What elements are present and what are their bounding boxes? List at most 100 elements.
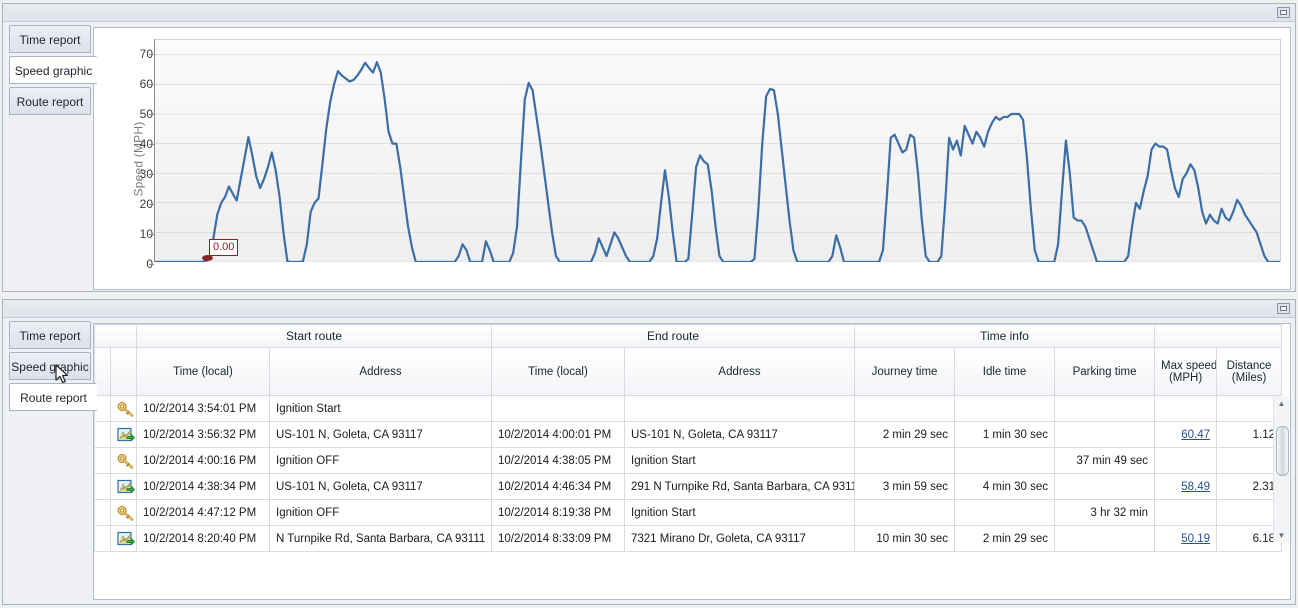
row-icon-cell[interactable] — [110, 473, 137, 500]
chart-value-tooltip: 0.00 — [209, 239, 239, 256]
cell-parking-time: 3 hr 32 min — [1054, 499, 1156, 526]
row-icon-cell[interactable] — [110, 447, 137, 474]
col-header-max-speed[interactable]: Max speed (MPH) — [1154, 347, 1218, 396]
chart-y-tick-20: 20 — [139, 197, 153, 211]
restore-icon[interactable] — [1277, 7, 1290, 18]
col-header-end-address[interactable]: Address — [623, 347, 856, 396]
col-header-start-time[interactable]: Time (local) — [136, 347, 270, 396]
col-header-end-time[interactable]: Time (local) — [491, 347, 625, 396]
cell-distance — [1216, 395, 1283, 422]
cell-journey-time — [854, 447, 956, 474]
cell-max-speed[interactable]: 58.49 — [1154, 473, 1218, 500]
chart-inner: Speed (MPH) 010203040506070 0.00 — [97, 31, 1287, 286]
chart-y-ticks: 010203040506070 — [115, 31, 153, 286]
chart-y-tickmark-50 — [149, 114, 154, 115]
cell-max-speed[interactable]: 50.19 — [1154, 525, 1218, 552]
col-header-parking-time[interactable]: Parking time — [1054, 347, 1156, 396]
tab-speed-graphic-bottom[interactable]: Speed graphic — [9, 352, 91, 380]
max-speed-link[interactable]: 58.49 — [1181, 480, 1211, 493]
row-icon-cell[interactable] — [110, 395, 137, 422]
cell-max-speed — [1154, 395, 1218, 422]
scrollbar-thumb[interactable] — [1276, 426, 1289, 476]
chart-y-tick-50: 50 — [139, 107, 153, 121]
chart-y-tick-70: 70 — [139, 47, 153, 61]
row-icon-cell[interactable] — [110, 499, 137, 526]
route-table: Start route End route Time info Time (lo… — [94, 324, 1283, 552]
bottom-panel-titlebar — [3, 300, 1295, 318]
col-header-start-address[interactable]: Address — [269, 347, 492, 396]
group-header-time-info[interactable]: Time info — [854, 324, 1156, 348]
scroll-up-icon[interactable]: ▲ — [1277, 398, 1286, 408]
table-row[interactable]: 10/2/2014 8:20:40 PM N Turnpike Rd, Santa… — [94, 525, 1283, 552]
table-row[interactable]: 10/2/2014 3:56:32 PM US-101 N, Goleta, CA… — [94, 421, 1283, 448]
row-selector-cell[interactable] — [94, 447, 111, 474]
cell-journey-time — [854, 395, 956, 422]
cell-journey-time: 3 min 59 sec — [854, 473, 956, 500]
col-header-distance[interactable]: Distance (Miles) — [1216, 347, 1283, 396]
tab-route-report-bottom[interactable]: Route report — [9, 383, 97, 411]
row-selector-cell[interactable] — [94, 395, 111, 422]
cell-journey-time: 10 min 30 sec — [854, 525, 956, 552]
route-report-grid[interactable]: Start route End route Time info Time (lo… — [93, 323, 1291, 600]
cell-journey-time: 2 min 29 sec — [854, 421, 956, 448]
cell-start-address: Ignition OFF — [269, 447, 492, 474]
cell-max-speed[interactable]: 60.47 — [1154, 421, 1218, 448]
cell-start-address: US-101 N, Goleta, CA 93117 — [269, 473, 492, 500]
cell-start-time: 10/2/2014 4:00:16 PM — [136, 447, 270, 474]
group-header-end-route[interactable]: End route — [490, 324, 856, 348]
tab-time-report-bottom[interactable]: Time report — [9, 321, 91, 349]
col-header-journey-time[interactable]: Journey time — [854, 347, 956, 396]
route-report-panel: Time report Speed graphic Route report S… — [2, 299, 1296, 605]
chart-y-axis-line — [154, 39, 155, 262]
cell-end-address: 7321 Mirano Dr, Goleta, CA 93117 — [623, 525, 856, 552]
top-panel-tabstrip: Time report Speed graphic Route report — [3, 22, 97, 291]
restore-icon-bottom-inner — [1280, 306, 1287, 311]
table-row[interactable]: 10/2/2014 3:54:01 PM Ignition Start — [94, 395, 1283, 422]
chart-current-marker — [202, 255, 213, 261]
cell-end-time — [491, 395, 625, 422]
cell-start-time: 10/2/2014 4:47:12 PM — [136, 499, 270, 526]
cell-distance: 2.31 — [1216, 473, 1283, 500]
cell-distance: 6.18 — [1216, 525, 1283, 552]
table-row[interactable]: 10/2/2014 4:47:12 PM Ignition OFF 10/2/201… — [94, 499, 1283, 526]
cell-end-time: 10/2/2014 8:33:09 PM — [491, 525, 625, 552]
col-header-max-speed-line2: (MPH) — [1168, 371, 1203, 384]
tab-time-report-top[interactable]: Time report — [9, 25, 91, 53]
speed-graphic-panel: Time report Speed graphic Route report S… — [2, 3, 1296, 292]
cell-end-address: 291 N Turnpike Rd, Santa Barbara, CA 931… — [623, 473, 856, 500]
scroll-down-icon[interactable]: ▼ — [1277, 530, 1286, 540]
chart-y-tickmark-30 — [149, 174, 154, 175]
grid-vertical-scrollbar[interactable]: ▲ ▼ — [1273, 396, 1289, 542]
row-selector-cell[interactable] — [94, 421, 111, 448]
cell-end-time: 10/2/2014 4:38:05 PM — [491, 447, 625, 474]
chart-y-tick-10: 10 — [139, 227, 153, 241]
max-speed-link[interactable]: 50.19 — [1181, 532, 1211, 545]
col-header-idle-time[interactable]: Idle time — [954, 347, 1056, 396]
table-body: 10/2/2014 3:54:01 PM Ignition Start 10/2/2… — [94, 395, 1283, 552]
cell-end-address — [623, 395, 856, 422]
cell-idle-time — [954, 447, 1056, 474]
tab-speed-graphic-top[interactable]: Speed graphic — [9, 56, 97, 84]
row-icon-cell[interactable] — [110, 421, 137, 448]
row-selector-cell[interactable] — [94, 473, 111, 500]
speed-chart[interactable]: Speed (MPH) 010203040506070 0.00 — [93, 27, 1291, 290]
table-row[interactable]: 10/2/2014 4:00:16 PM Ignition OFF 10/2/201… — [94, 447, 1283, 474]
tab-route-report-top[interactable]: Route report — [9, 87, 91, 115]
bottom-panel-tabstrip: Time report Speed graphic Route report — [3, 318, 97, 604]
table-group-header-row: Start route End route Time info — [94, 324, 1283, 348]
col-header-icon — [110, 347, 137, 396]
table-row[interactable]: 10/2/2014 4:38:34 PM US-101 N, Goleta, CA… — [94, 473, 1283, 500]
max-speed-link[interactable]: 60.47 — [1181, 428, 1211, 441]
map-icon — [117, 479, 135, 493]
chart-y-tick-40: 40 — [139, 137, 153, 151]
restore-icon-bottom[interactable] — [1277, 303, 1290, 314]
group-header-start-route[interactable]: Start route — [136, 324, 492, 348]
cell-start-time: 10/2/2014 8:20:40 PM — [136, 525, 270, 552]
chart-y-tickmark-70 — [149, 54, 154, 55]
row-selector-cell[interactable] — [94, 525, 111, 552]
row-selector-cell[interactable] — [94, 499, 111, 526]
cell-parking-time — [1054, 395, 1156, 422]
key-icon — [117, 505, 134, 521]
row-icon-cell[interactable] — [110, 525, 137, 552]
